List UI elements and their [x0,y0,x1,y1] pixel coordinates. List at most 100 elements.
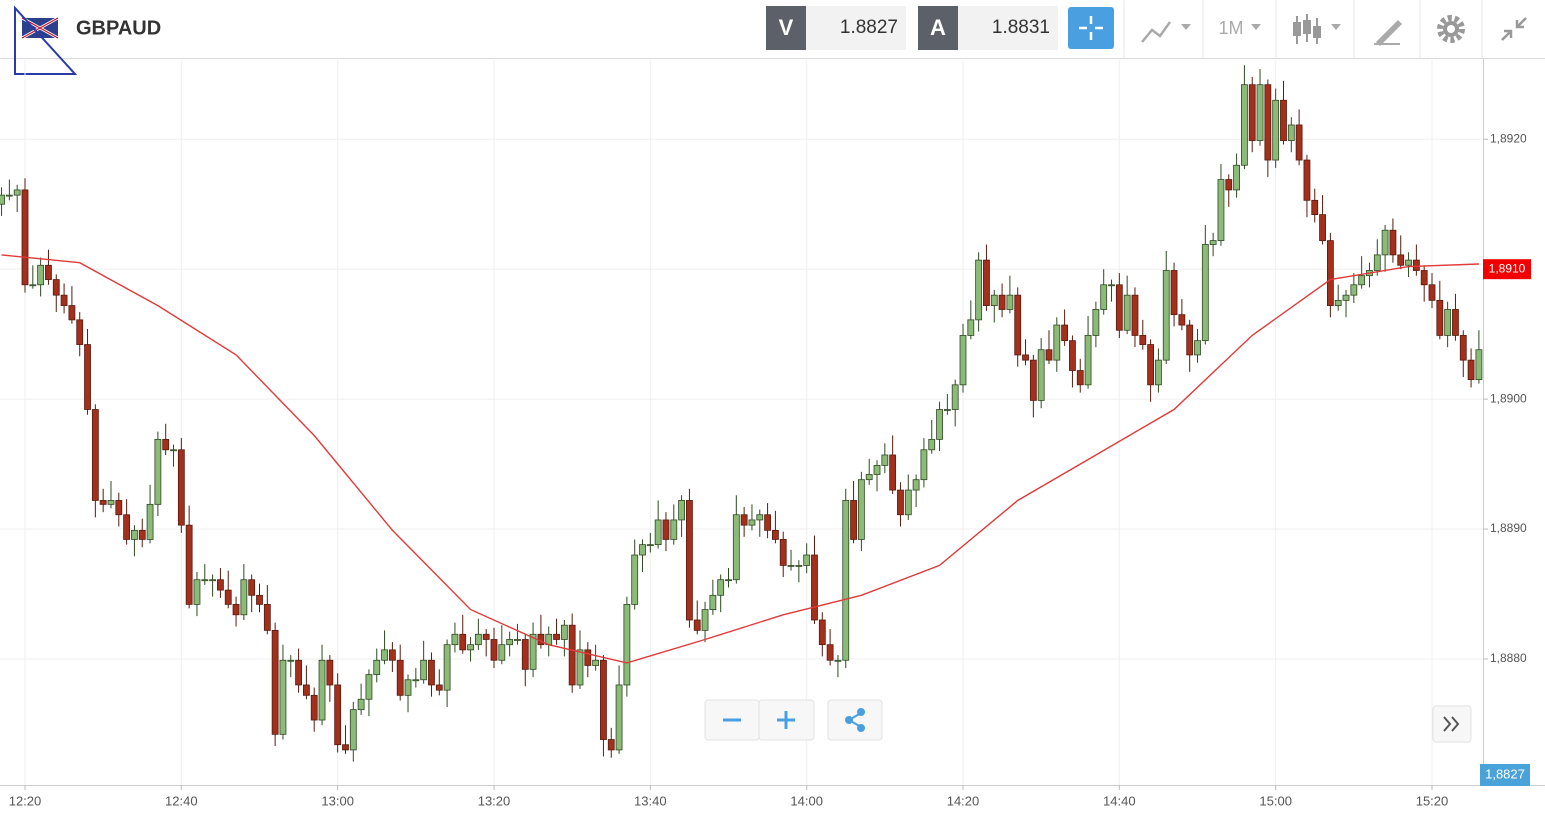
candle-body [967,319,975,336]
candle-body [1053,324,1061,361]
candle-body [928,438,936,451]
candle-body [1405,259,1412,266]
candle-body [349,709,357,751]
candle-body [521,639,529,670]
candle-body [772,529,779,540]
candle-body [13,189,21,196]
candle-body [1272,99,1280,161]
candle-body [1100,284,1108,310]
candle-body [623,603,631,686]
candle-body [1037,349,1045,401]
candle-body [889,454,897,491]
candle-body [600,659,607,740]
candle-body [654,519,662,546]
buy-label: A [930,15,946,40]
plot [0,65,1483,762]
candle-body [162,438,170,451]
candle-body [467,644,474,651]
scroll-right-button[interactable] [1432,705,1472,743]
grid [0,60,1483,785]
candle-body [146,503,154,540]
candle-body [850,500,857,540]
timeframe-button[interactable]: 1M [1218,18,1261,38]
candle-body [1069,340,1076,371]
candle-body [365,674,373,700]
price-badge-label: 1,8827 [1485,766,1525,781]
candle-body [302,684,310,696]
candle-body [248,579,256,596]
candle-body [818,619,826,646]
candle-body [5,194,13,197]
candle-body [256,594,263,605]
chart-type-button[interactable] [1141,21,1191,43]
candle-body [904,489,912,516]
candle-body [91,409,99,501]
candle-body [943,409,951,411]
buy-button[interactable]: A 1.8831 [918,6,1058,50]
candle-body [537,633,545,646]
collapse-button[interactable] [1501,17,1527,41]
candles-button[interactable] [1293,14,1341,44]
candle-body [990,294,998,306]
crosshair-button[interactable] [1068,7,1114,49]
candle-body [21,189,29,286]
share-button[interactable] [827,699,883,741]
candle-body [779,539,787,566]
candle-body [1459,335,1467,361]
sell-button[interactable]: V 1.8827 [766,6,906,50]
candle-body [1397,254,1405,266]
zoom-in-button[interactable] [758,699,815,741]
candle-body [451,633,459,646]
candle-body [576,649,584,686]
x-tick-label: 13:00 [321,793,354,808]
candle-body [1326,240,1334,306]
corner-marker [14,5,78,75]
candle-body [607,739,615,751]
candle-body [725,579,732,582]
candle-body [37,264,45,286]
candle-body [1194,340,1201,356]
candle-body [193,579,201,605]
candle-body [553,633,560,640]
x-tick-label: 14:00 [790,793,823,808]
y-tick-label: 1,8880 [1490,651,1527,665]
candle-body [76,319,84,345]
candle-body [177,449,185,526]
candle-body [1264,84,1272,161]
candle-body [490,639,498,661]
candle-body [951,384,959,410]
draw-button[interactable] [1374,20,1402,46]
candle-body [1178,314,1186,326]
zoom-out-button[interactable] [704,699,760,741]
candle-body [592,659,600,666]
candle-body [639,544,646,556]
candle-body [443,644,451,691]
y-tick-label: 1,8890 [1490,521,1527,535]
candle-body [287,659,295,662]
candle-body [474,633,482,646]
candle-body [1022,354,1029,361]
candle-body [396,659,404,696]
candle-body [310,694,318,721]
candle-body [217,579,224,591]
candle-body [842,500,850,661]
candle-body [1162,270,1170,361]
candle-body [1319,214,1326,242]
candle-body [1209,240,1217,245]
candle-body [154,438,162,505]
candle-body [1006,294,1014,310]
candle-body [709,594,717,610]
settings-button[interactable] [1437,15,1465,43]
x-tick-label: 12:20 [9,793,42,808]
candle-body [342,744,349,751]
candle-body [185,524,193,605]
candle-body [701,609,709,631]
candle-body [1217,179,1225,242]
candle-body [740,514,748,526]
candle-body [865,474,873,481]
candle-body [717,579,725,596]
candle-body [1147,344,1154,386]
timeframe: 1M [1218,18,1243,38]
candle-body [959,335,967,386]
